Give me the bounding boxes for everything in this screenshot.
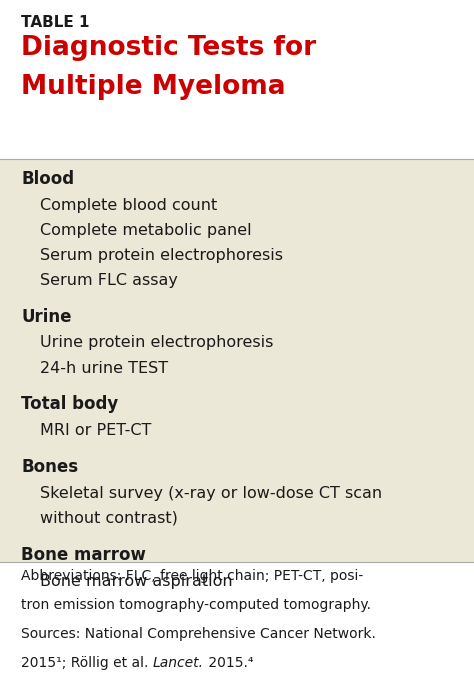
- Text: without contrast): without contrast): [40, 511, 178, 526]
- Text: MRI or PET-CT: MRI or PET-CT: [40, 423, 152, 438]
- Text: Blood: Blood: [21, 170, 74, 188]
- Text: tron emission tomography-computed tomography.: tron emission tomography-computed tomogr…: [21, 598, 371, 612]
- Text: 2015.⁴: 2015.⁴: [204, 656, 254, 670]
- Text: Urine: Urine: [21, 308, 72, 326]
- Bar: [0, 562, 474, 696]
- Text: Abbreviations: FLC, free light chain; PET-CT, posi-: Abbreviations: FLC, free light chain; PE…: [21, 569, 364, 583]
- Text: Total body: Total body: [21, 395, 118, 413]
- Text: Sources: National Comprehensive Cancer Network.: Sources: National Comprehensive Cancer N…: [21, 627, 376, 641]
- Bar: [0, 0, 474, 159]
- Text: Skeletal survey (x-ray or low-dose CT scan: Skeletal survey (x-ray or low-dose CT sc…: [40, 486, 383, 501]
- Text: Bone marrow: Bone marrow: [21, 546, 146, 564]
- Text: 24-h urine TEST: 24-h urine TEST: [40, 361, 168, 376]
- Text: 2015¹; Röllig et al.: 2015¹; Röllig et al.: [21, 656, 153, 670]
- Text: Multiple Myeloma: Multiple Myeloma: [21, 74, 286, 100]
- Text: Serum FLC assay: Serum FLC assay: [40, 273, 178, 288]
- Text: Serum protein electrophoresis: Serum protein electrophoresis: [40, 248, 283, 263]
- Text: Bone marrow aspiration: Bone marrow aspiration: [40, 574, 233, 589]
- Text: Complete blood count: Complete blood count: [40, 198, 218, 213]
- Text: Bones: Bones: [21, 458, 79, 476]
- Text: Diagnostic Tests for: Diagnostic Tests for: [21, 35, 317, 61]
- Bar: [0, 159, 474, 562]
- Text: Complete metabolic panel: Complete metabolic panel: [40, 223, 252, 238]
- Text: TABLE 1: TABLE 1: [21, 15, 90, 31]
- Text: Urine protein electrophoresis: Urine protein electrophoresis: [40, 335, 273, 351]
- Text: Lancet.: Lancet.: [153, 656, 204, 670]
